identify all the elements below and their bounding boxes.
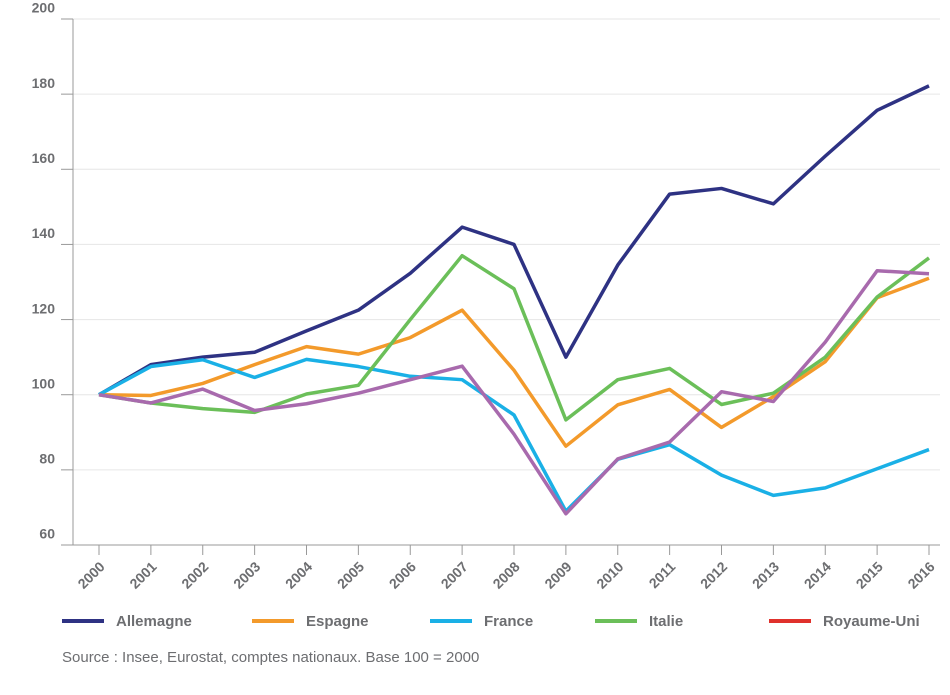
x-tick-label: 2002: [178, 558, 211, 591]
y-tick-label: 80: [39, 451, 55, 467]
series-line: [98, 268, 930, 516]
x-tick-label: 2014: [801, 558, 834, 591]
y-tick-label: 100: [32, 375, 56, 391]
x-tick-label: 2012: [697, 558, 730, 591]
x-tick-label: 2000: [74, 558, 107, 591]
series-line: [98, 253, 931, 422]
x-tick-label: 2004: [282, 558, 315, 591]
y-tick-label: 140: [32, 225, 56, 241]
series-line: [98, 84, 930, 397]
x-tick-label: 2006: [386, 558, 419, 591]
legend-label: Allemagne: [116, 613, 192, 630]
x-tick-label: 2003: [230, 558, 263, 591]
y-tick-label: 200: [32, 0, 56, 16]
y-tick-label: 180: [32, 75, 56, 91]
y-tick-label: 60: [39, 526, 55, 542]
legend-label: Royaume-Uni: [823, 613, 920, 630]
y-tick-label: 120: [32, 300, 56, 316]
x-tick-label: 2008: [489, 558, 522, 591]
x-tick-label: 2015: [853, 558, 886, 591]
x-tick-label: 2013: [749, 558, 782, 591]
legend-label: Italie: [649, 613, 683, 630]
legend-label: France: [484, 613, 533, 630]
x-tick-label: 2001: [126, 558, 159, 591]
source-note: Source : Insee, Eurostat, comptes nation…: [62, 649, 479, 666]
x-tick-label: 2009: [541, 558, 574, 591]
x-tick-label: 2016: [904, 558, 937, 591]
legend-label: Espagne: [306, 613, 369, 630]
x-tick-label: 2011: [646, 558, 679, 591]
x-tick-label: 2010: [593, 558, 626, 591]
series-line: [98, 276, 930, 448]
series-line: [98, 357, 930, 513]
y-tick-label: 160: [32, 150, 56, 166]
x-tick-label: 2007: [438, 558, 471, 591]
x-tick-label: 2005: [334, 558, 367, 591]
